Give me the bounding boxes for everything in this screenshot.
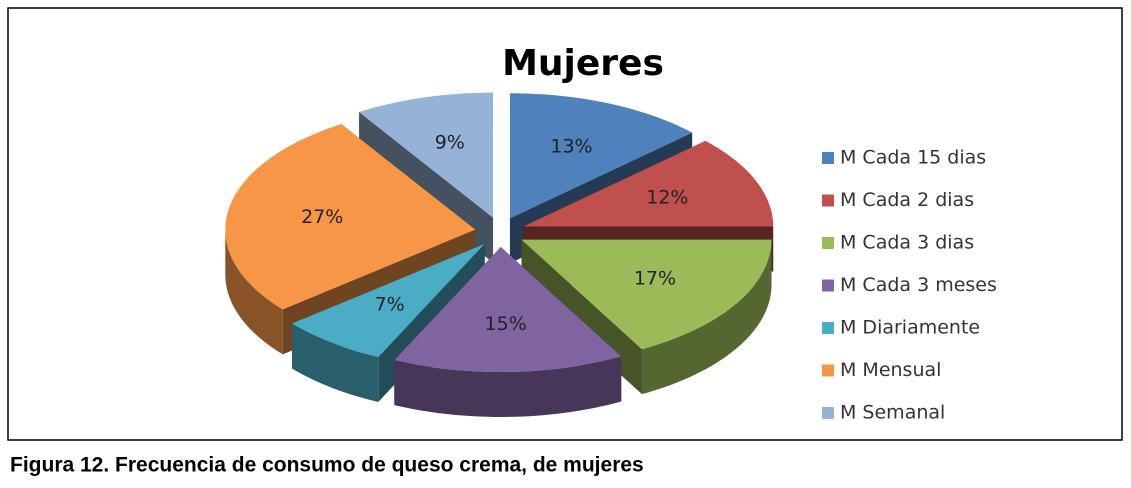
data-label: 27% — [301, 206, 343, 228]
slice-wall — [225, 229, 283, 355]
slice: 15% — [394, 246, 622, 417]
legend-swatch — [822, 237, 834, 249]
legend-swatch — [822, 322, 834, 334]
legend-label: M Cada 3 dias — [840, 232, 974, 254]
legend-label: M Cada 2 dias — [840, 189, 974, 211]
caption: Figura 12. Frecuencia de consumo de ques… — [10, 454, 644, 477]
data-label: 13% — [550, 136, 592, 158]
legend-label: M Semanal — [840, 402, 945, 424]
slice-top — [523, 140, 774, 227]
slice-top — [509, 93, 693, 219]
legend-swatch — [822, 279, 834, 292]
legend-label: M Cada 3 meses — [840, 274, 997, 296]
legend-swatch — [822, 407, 834, 419]
chart-title: Mujeres — [502, 43, 664, 84]
slice-top — [225, 124, 476, 310]
slice: 17% — [521, 239, 772, 395]
slice-wall — [292, 323, 379, 402]
data-label: 9% — [435, 132, 465, 154]
legend-swatch — [822, 194, 834, 207]
legend-label: M Cada 15 dias — [840, 147, 986, 169]
data-label: 7% — [375, 294, 405, 316]
slice-wall — [641, 239, 772, 395]
slice-top — [394, 246, 622, 372]
legend-swatch — [822, 152, 834, 164]
legend-swatch — [822, 364, 834, 377]
data-label: 17% — [634, 268, 676, 290]
legend-label: M Mensual — [840, 359, 941, 381]
slice-top — [292, 243, 485, 357]
data-label: 15% — [485, 313, 527, 335]
slice-top — [521, 239, 772, 350]
slice-top — [359, 92, 494, 218]
data-label: 12% — [646, 186, 688, 208]
legend-label: M Diariamente — [840, 317, 980, 339]
slice-wall — [394, 356, 622, 417]
